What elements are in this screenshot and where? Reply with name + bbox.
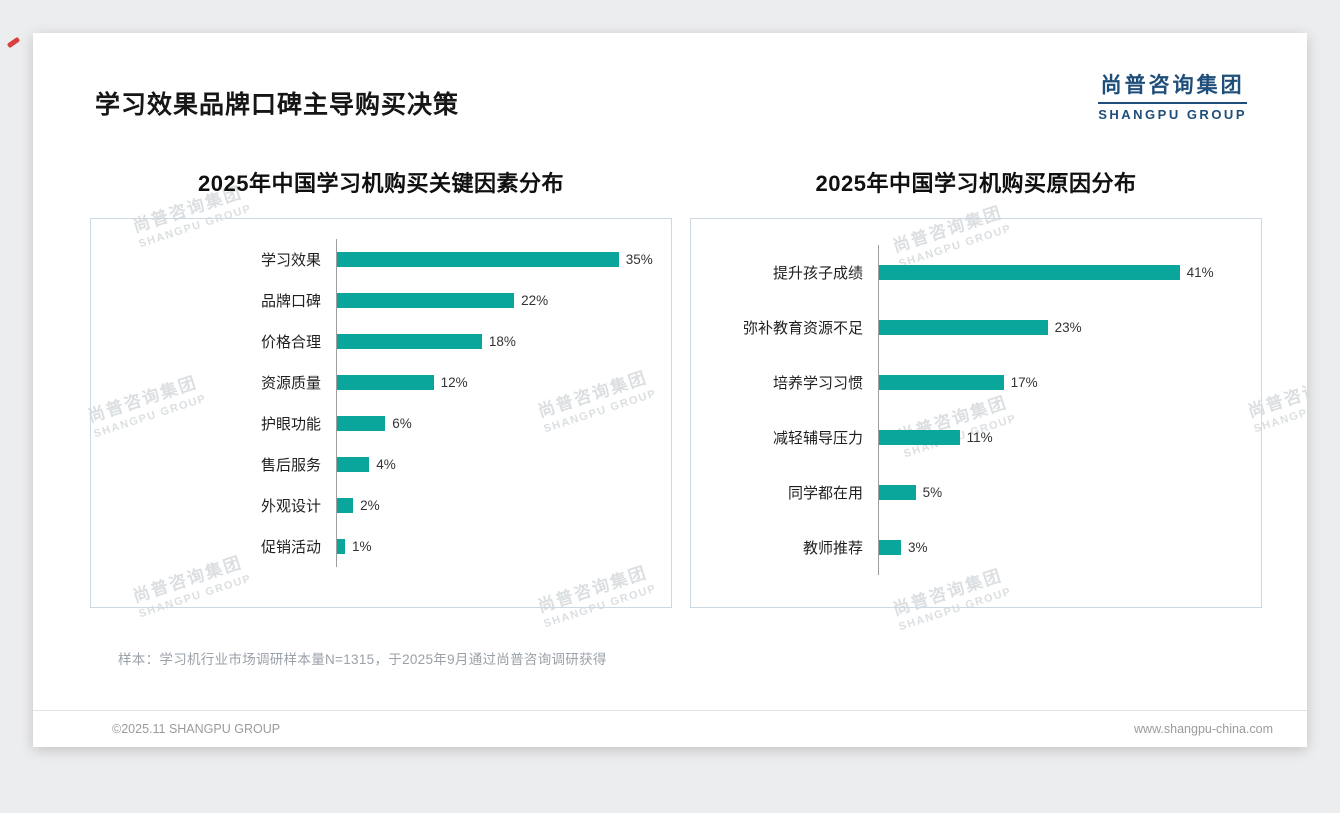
bar-row: 学习效果 35%: [91, 239, 671, 280]
chart-plot-area: 学习效果 35% 品牌口碑 22% 价格合理 18% 资源质量 12% 护眼功能 6% 售后服务 4%…: [90, 218, 672, 608]
bar-rows: 提升孩子成绩 41% 弥补教育资源不足 23% 培养学习习惯 17% 减轻辅导压力 11% 同学…: [691, 245, 1261, 575]
bar-category-label: 提升孩子成绩: [772, 265, 863, 282]
bar-area: 17%: [878, 355, 1261, 410]
bar: [337, 539, 346, 554]
bar-value-label: 6%: [392, 416, 412, 431]
header: 学习效果品牌口碑主导购买决策 尚普咨询集团 SHANGPU GROUP: [33, 33, 1307, 122]
bar-value-label: 41%: [1186, 265, 1214, 280]
bar-value-label: 18%: [488, 334, 516, 349]
bar-row: 护眼功能 6%: [91, 403, 671, 444]
bar: [337, 293, 515, 308]
bar-value-label: 5%: [922, 485, 943, 500]
bar-value-label: 2%: [360, 498, 380, 513]
bar: [337, 334, 482, 349]
chart-panel-purchase-reasons: 2025年中国学习机购买原因分布 提升孩子成绩 41% 弥补教育资源不足 23% 培养学…: [690, 166, 1262, 608]
bar-value-label: 22%: [521, 293, 549, 308]
bar-area: 5%: [878, 465, 1261, 520]
bar: [337, 375, 434, 390]
bar: [879, 320, 1048, 335]
page-title: 学习效果品牌口碑主导购买决策: [95, 91, 460, 119]
bar-row: 资源质量 12%: [91, 362, 671, 403]
bar-area: 18%: [336, 321, 671, 362]
bar: [337, 416, 386, 431]
bar: [879, 540, 901, 555]
bar-value-label: 11%: [966, 430, 993, 445]
bar-area: 11%: [878, 410, 1261, 465]
bar-area: 6%: [336, 403, 671, 444]
bar-category-label: 促销活动: [260, 539, 321, 556]
charts-section: 2025年中国学习机购买关键因素分布 学习效果 35% 品牌口碑 22% 价格合理 18%…: [33, 166, 1307, 608]
bar-area: 41%: [878, 245, 1261, 300]
bar-category-label: 价格合理: [260, 334, 321, 351]
bar-category-label: 品牌口碑: [260, 293, 321, 310]
bar-row: 教师推荐 3%: [691, 520, 1261, 575]
bar-row: 同学都在用 5%: [691, 465, 1261, 520]
bar-row: 售后服务 4%: [91, 444, 671, 485]
slide-card: 尚普咨询集团 SHANGPU GROUP 尚普咨询集团 SHANGPU GROU…: [33, 33, 1307, 747]
bar-row: 减轻辅导压力 11%: [691, 410, 1261, 465]
bar-category-label: 资源质量: [260, 375, 321, 392]
bar-row: 提升孩子成绩 41%: [691, 245, 1261, 300]
bar-category-label: 学习效果: [260, 252, 321, 269]
bar: [879, 430, 960, 445]
bar-category-label: 培养学习习惯: [772, 375, 863, 392]
footer: ©2025.11 SHANGPU GROUP www.shangpu-china…: [33, 710, 1307, 747]
bar-value-label: 3%: [908, 540, 928, 555]
bar-category-label: 减轻辅导压力: [772, 430, 863, 447]
bar-rows: 学习效果 35% 品牌口碑 22% 价格合理 18% 资源质量 12% 护眼功能 6% 售后服务 4%…: [91, 239, 671, 567]
bar-value-label: 23%: [1054, 320, 1082, 335]
bar-area: 12%: [336, 362, 671, 403]
bar: [337, 498, 354, 513]
bar-area: 2%: [336, 485, 671, 526]
sample-note: 样本：学习机行业市场调研样本量N=1315，于2025年9月通过尚普咨询调研获得: [118, 652, 607, 667]
bar-category-label: 外观设计: [260, 498, 321, 515]
bar-area: 22%: [336, 280, 671, 321]
bar-value-label: 17%: [1010, 375, 1038, 390]
bar-area: 35%: [336, 239, 671, 280]
chart-panel-key-factors: 2025年中国学习机购买关键因素分布 学习效果 35% 品牌口碑 22% 价格合理 18%…: [90, 166, 672, 608]
logo-cn-text: 尚普咨询集团: [1100, 74, 1245, 97]
chart-title: 2025年中国学习机购买关键因素分布: [198, 171, 564, 196]
bar-row: 外观设计 2%: [91, 485, 671, 526]
bar-row: 培养学习习惯 17%: [691, 355, 1261, 410]
bar-area: 4%: [336, 444, 671, 485]
bar-category-label: 同学都在用: [787, 485, 863, 502]
bar-value-label: 1%: [352, 539, 372, 554]
bar-row: 促销活动 1%: [91, 526, 671, 567]
bar-row: 弥补教育资源不足 23%: [691, 300, 1261, 355]
bar-value-label: 35%: [625, 252, 653, 267]
bar-category-label: 护眼功能: [260, 416, 321, 433]
corner-mark: [6, 36, 21, 49]
bar: [337, 252, 619, 267]
bar: [879, 485, 916, 500]
bar-value-label: 12%: [440, 375, 468, 390]
bar-row: 品牌口碑 22%: [91, 280, 671, 321]
bar-category-label: 售后服务: [260, 457, 321, 474]
chart-title: 2025年中国学习机购买原因分布: [815, 171, 1137, 196]
footer-copyright: ©2025.11 SHANGPU GROUP: [112, 722, 281, 736]
company-logo: 尚普咨询集团 SHANGPU GROUP: [1098, 69, 1247, 122]
logo-en-text: SHANGPU GROUP: [1098, 102, 1247, 122]
chart-plot-area: 提升孩子成绩 41% 弥补教育资源不足 23% 培养学习习惯 17% 减轻辅导压力 11% 同学…: [690, 218, 1262, 608]
bar: [879, 375, 1004, 390]
bar-category-label: 教师推荐: [802, 540, 863, 557]
bar: [337, 457, 370, 472]
bar-value-label: 4%: [376, 457, 396, 472]
bar-area: 23%: [878, 300, 1261, 355]
bar-row: 价格合理 18%: [91, 321, 671, 362]
bar: [879, 265, 1180, 280]
bar-area: 3%: [878, 520, 1261, 575]
footer-website: www.shangpu-china.com: [1134, 722, 1273, 736]
bar-category-label: 弥补教育资源不足: [742, 320, 863, 337]
bar-area: 1%: [336, 526, 671, 567]
